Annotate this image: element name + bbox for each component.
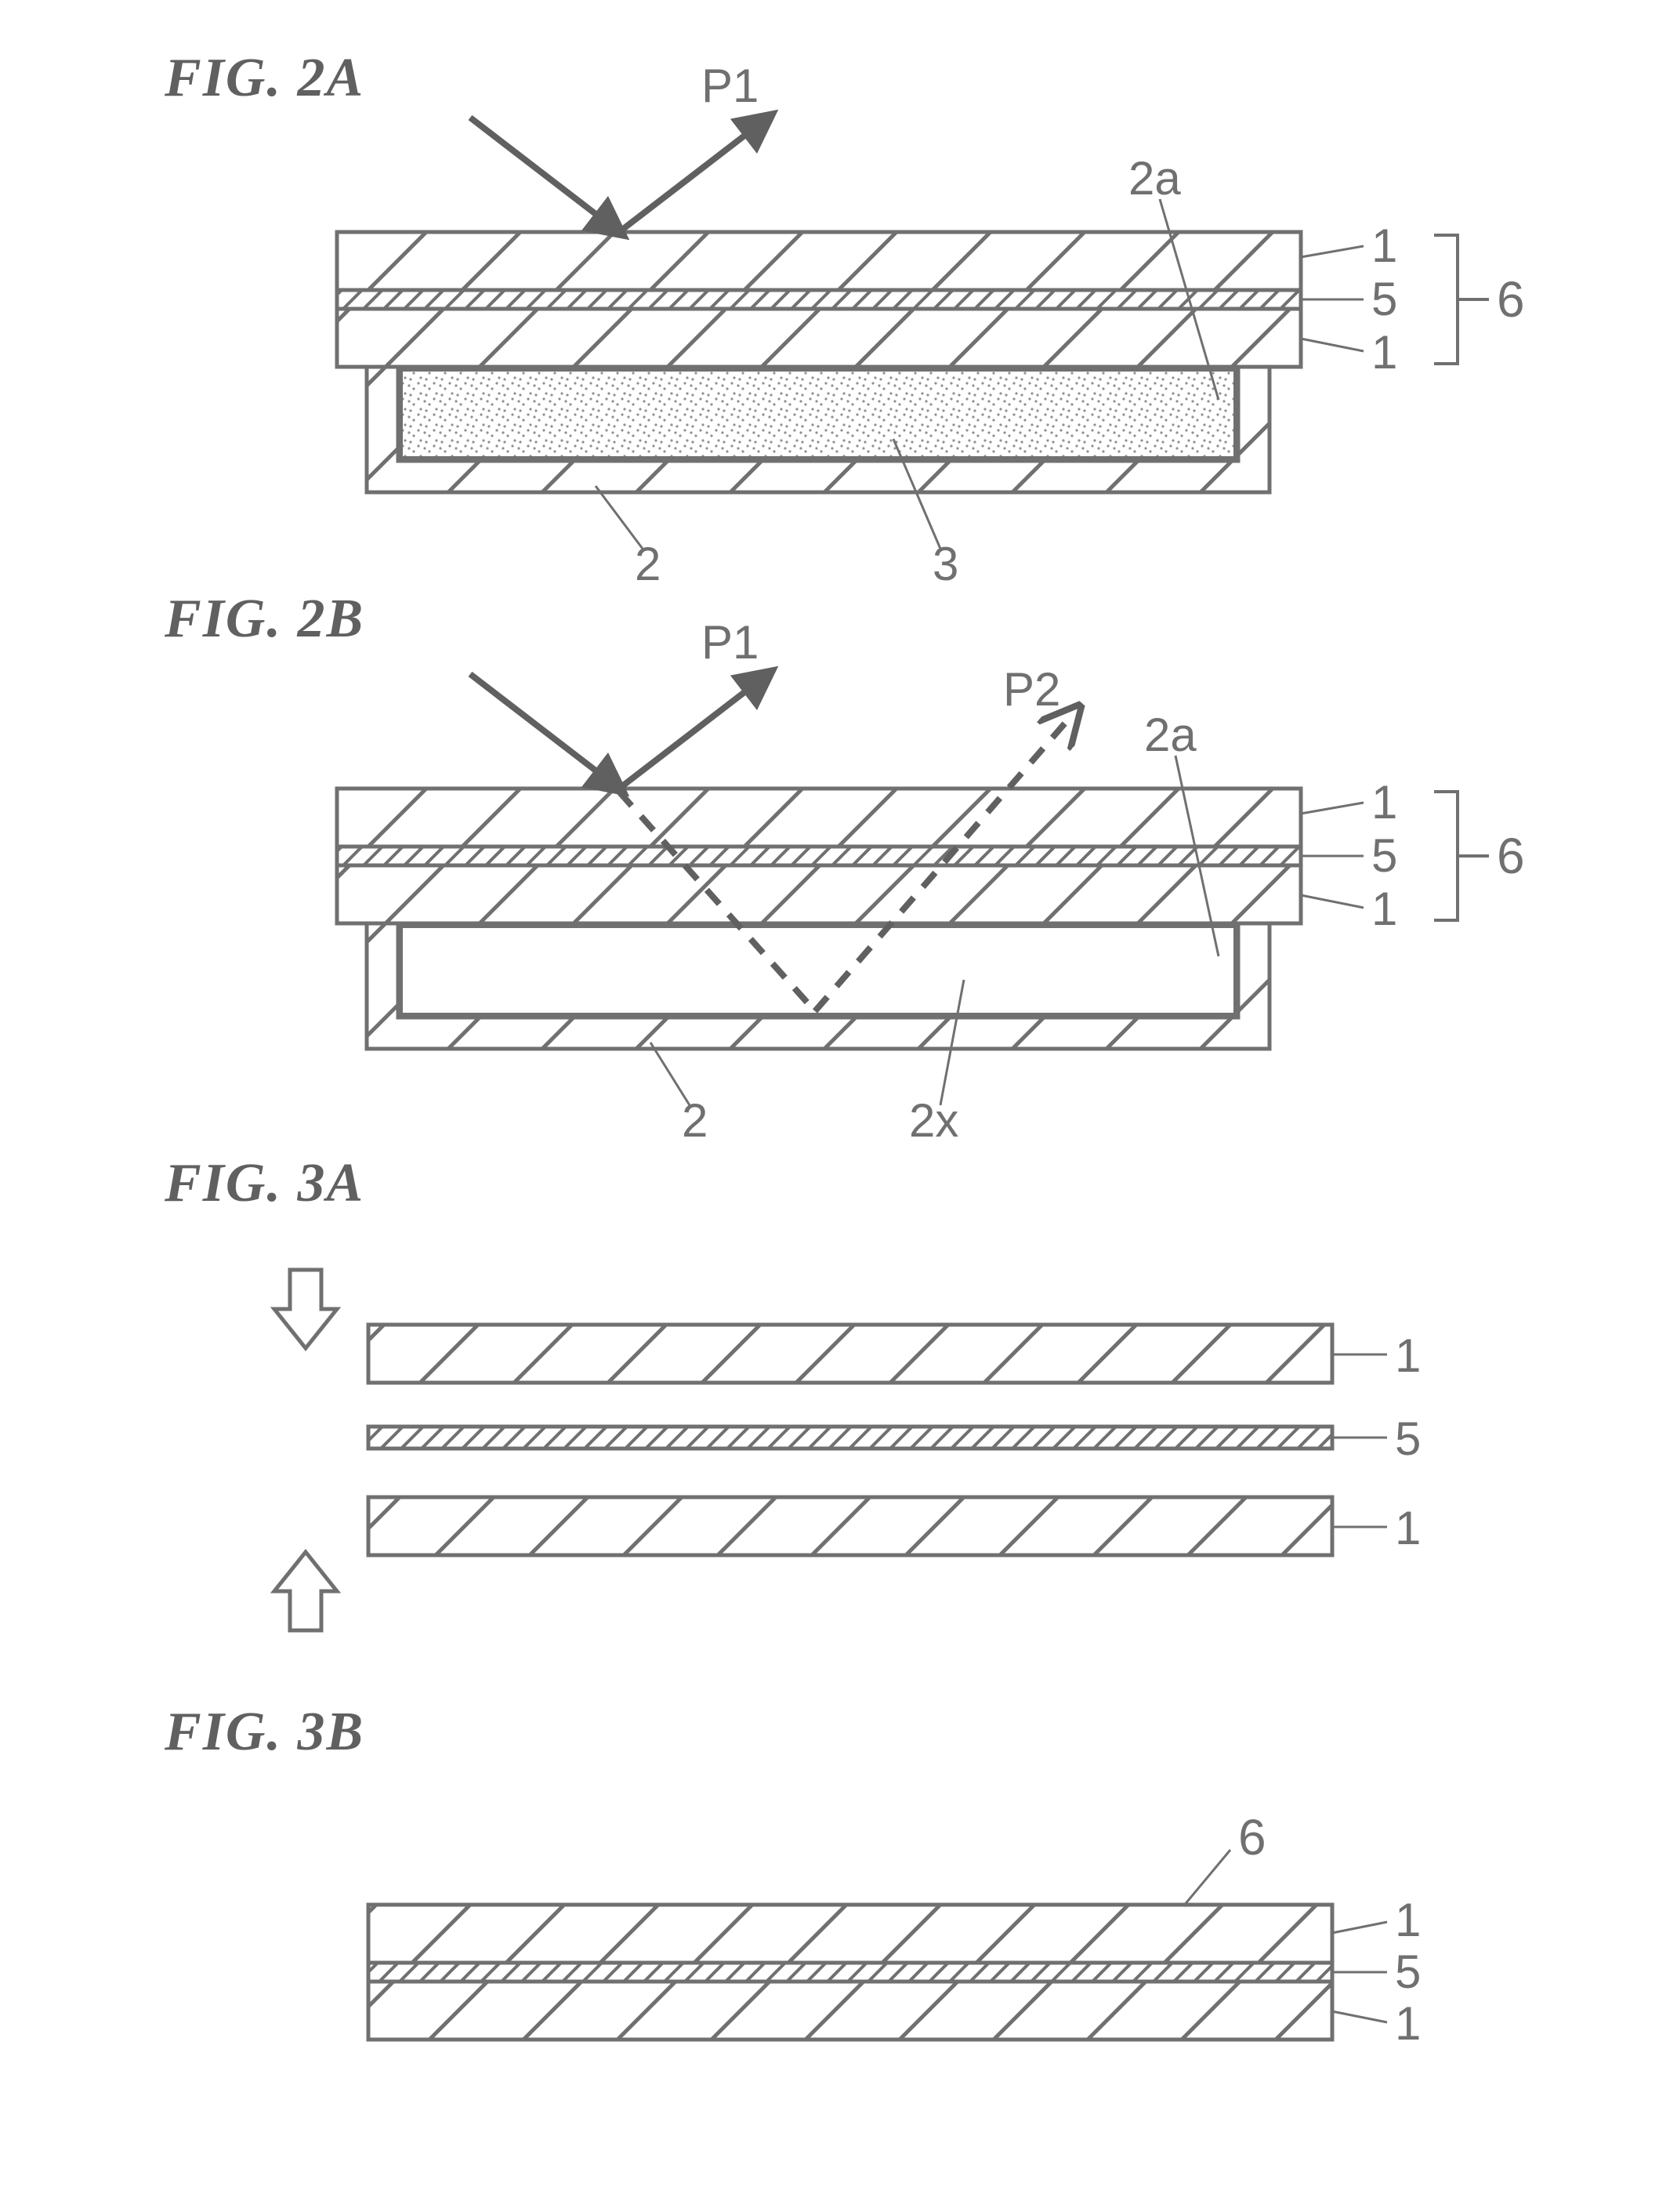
fig2a-label-2: 2 bbox=[635, 538, 661, 590]
fig2b-label-p1: P1 bbox=[701, 616, 759, 669]
fig2a-ray-incident bbox=[470, 118, 619, 232]
fig2a-layer1-bottom bbox=[337, 309, 1301, 367]
fig2a-ray-p1 bbox=[619, 118, 768, 232]
fig2a-label-3: 3 bbox=[933, 538, 958, 590]
leader bbox=[1332, 2011, 1387, 2022]
fig2a-label-1b: 1 bbox=[1371, 326, 1397, 379]
fig2b-ray-p1 bbox=[619, 674, 768, 789]
fig3a-label-1a: 1 bbox=[1395, 1329, 1421, 1382]
fig2b-label-5: 5 bbox=[1371, 829, 1397, 882]
fig3b-label-6: 6 bbox=[1238, 1809, 1266, 1866]
fig2b-label-2: 2 bbox=[682, 1094, 708, 1147]
fig3b-label-1a: 1 bbox=[1395, 1894, 1421, 1946]
fig3a-diagram: 1 5 1 bbox=[274, 1270, 1421, 1630]
fig2b-ray-incident bbox=[470, 674, 619, 789]
fig2b-label-1a: 1 bbox=[1371, 776, 1397, 829]
fig3a-label-5: 5 bbox=[1395, 1412, 1421, 1465]
fig3b-layer5 bbox=[368, 1963, 1332, 1982]
fig2b-bracket-6 bbox=[1434, 792, 1489, 920]
fig3b-label-1b: 1 bbox=[1395, 1997, 1421, 2050]
fig3a-layer1-top bbox=[368, 1325, 1332, 1383]
fig2b-layer5 bbox=[337, 847, 1301, 865]
fig2b-label-2a: 2a bbox=[1144, 709, 1197, 761]
fig2a-title: FIG. 2A bbox=[165, 47, 364, 110]
fig3b-title: FIG. 3B bbox=[165, 1701, 364, 1764]
fig2a-layer5 bbox=[337, 290, 1301, 309]
page: FIG. 2A FIG. 2B FIG. 3A FIG. 3B bbox=[0, 0, 1677, 2212]
fig2b-label-p2: P2 bbox=[1003, 663, 1060, 716]
fig2b-laminate bbox=[337, 789, 1301, 923]
fig2a-layer1-top bbox=[337, 232, 1301, 290]
fig2a-label-5: 5 bbox=[1371, 273, 1397, 325]
leader bbox=[1301, 339, 1364, 351]
fig2b-cavity-2x bbox=[401, 927, 1235, 1014]
fig2a-label-6: 6 bbox=[1497, 271, 1525, 328]
fig2a-diagram: P1 1 5 1 6 2a 2 3 bbox=[337, 60, 1525, 590]
fig2a-housing bbox=[367, 367, 1270, 492]
leader bbox=[1301, 246, 1364, 257]
fig3a-layer1-bottom bbox=[368, 1497, 1332, 1555]
diagram-canvas: P1 1 5 1 6 2a 2 3 bbox=[0, 0, 1677, 2212]
leader bbox=[1332, 1922, 1387, 1933]
fig2b-layer1-bottom bbox=[337, 865, 1301, 923]
fig2a-laminate bbox=[337, 232, 1301, 367]
leader bbox=[1301, 803, 1364, 814]
fig2a-label-p1: P1 bbox=[701, 60, 759, 112]
fig3a-label-1b: 1 bbox=[1395, 1502, 1421, 1554]
fig2b-label-1b: 1 bbox=[1371, 883, 1397, 935]
fig2b-title: FIG. 2B bbox=[165, 588, 364, 651]
fig2b-housing bbox=[367, 923, 1270, 1049]
leader bbox=[1301, 895, 1364, 908]
fig3b-layer1-top bbox=[368, 1905, 1332, 1963]
fig2a-label-1a: 1 bbox=[1371, 219, 1397, 272]
fig2b-diagram: P1 P2 1 5 1 6 2a 2 2x bbox=[337, 616, 1525, 1147]
fig2a-bracket-6 bbox=[1434, 235, 1489, 364]
fig2b-label-2x: 2x bbox=[909, 1094, 958, 1147]
fig3a-layer5 bbox=[368, 1427, 1332, 1449]
fig2b-label-6: 6 bbox=[1497, 828, 1525, 884]
fig3b-label-5: 5 bbox=[1395, 1945, 1421, 1998]
fig3b-diagram: 6 1 5 1 bbox=[368, 1809, 1421, 2050]
fig3a-title: FIG. 3A bbox=[165, 1152, 364, 1215]
fig3a-arrow-up bbox=[274, 1552, 337, 1630]
fig2b-layer1-top bbox=[337, 789, 1301, 847]
leader bbox=[1183, 1850, 1230, 1906]
fig3b-layer1-bottom bbox=[368, 1982, 1332, 2040]
fig2a-label-2a: 2a bbox=[1128, 152, 1181, 205]
fig3a-arrow-down bbox=[274, 1270, 337, 1348]
fig2a-filler-3 bbox=[401, 370, 1235, 458]
